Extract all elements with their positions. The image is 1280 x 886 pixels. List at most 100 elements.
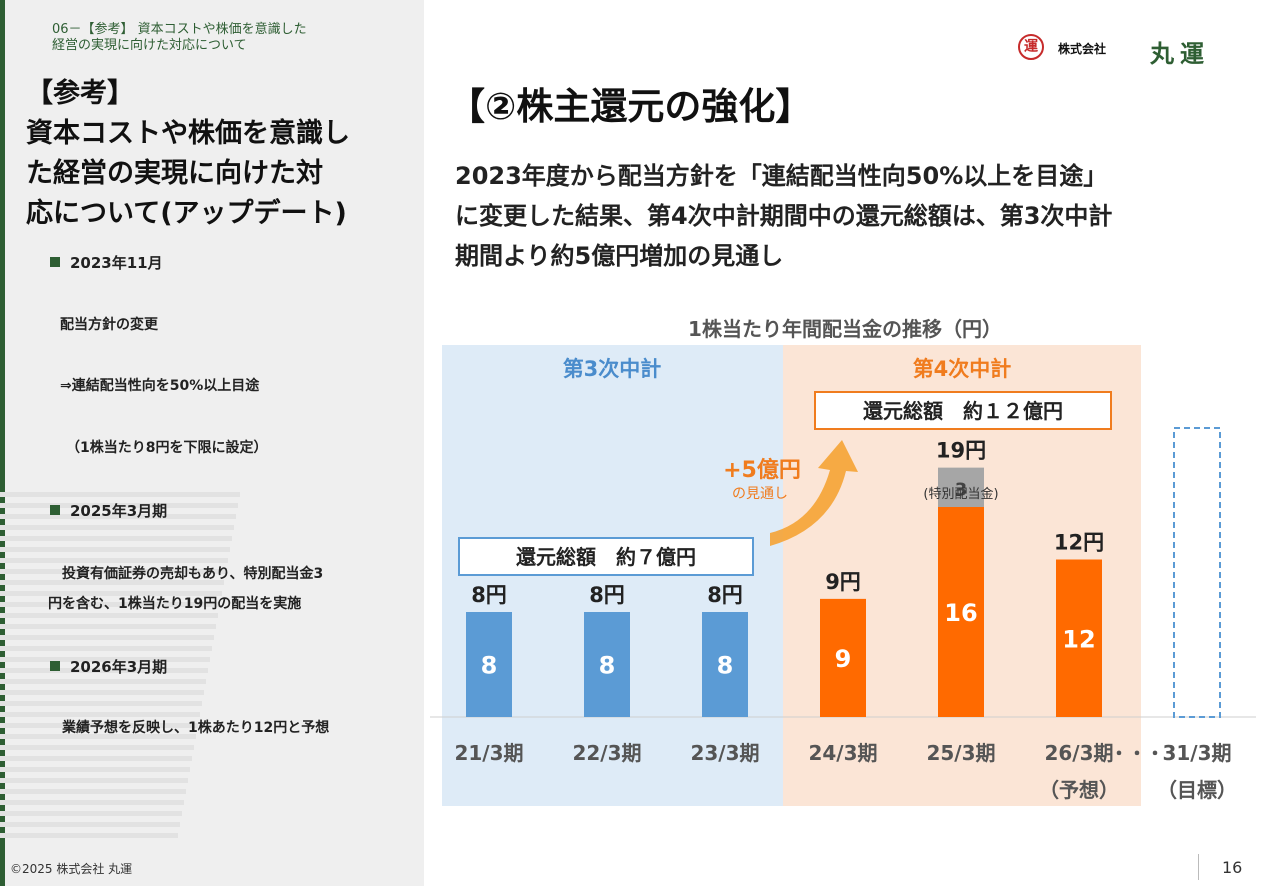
bar-total-label: 19円: [936, 439, 986, 463]
decorative-stripe: [0, 492, 240, 497]
annotation-subtext: の見通し: [732, 486, 788, 502]
x-axis-ellipsis: ・・・: [1110, 744, 1164, 765]
decorative-stripe: [0, 613, 218, 618]
decorative-stripe: [0, 602, 220, 607]
bar-total-label: 9円: [825, 570, 861, 594]
group-label: 第3次中計: [563, 357, 662, 381]
left-title-line: 応について(アップデート): [26, 198, 347, 229]
bar-total-label: 8円: [589, 583, 625, 607]
section-heading-text: 2023年11月: [70, 254, 163, 272]
left-title-line: 資本コストや株価を意識し: [26, 118, 350, 149]
page-title: 【②株主還元の強化】: [448, 85, 813, 128]
summary-text: 還元総額 約１２億円: [863, 399, 1063, 423]
decorative-stripe: [0, 712, 200, 717]
decorative-stripe: [0, 547, 230, 552]
bar-value-label: 8: [481, 652, 498, 680]
subtitle-line: 期間より約5億円増加の見通し: [455, 242, 784, 270]
bar-total-label: 8円: [707, 583, 743, 607]
x-tick-label: 24/3期: [808, 741, 877, 765]
x-tick-label: 25/3期: [926, 741, 995, 765]
subtitle-line: 2023年度から配当方針を「連結配当性向50%以上を目途」: [455, 162, 1108, 190]
decorative-stripe: [0, 668, 208, 673]
bar-value-label: 9: [835, 645, 852, 673]
decorative-stripe: [0, 569, 226, 574]
copyright: ©2025 株式会社 丸運: [10, 862, 133, 876]
decorative-stripe: [0, 690, 204, 695]
bar: [702, 612, 748, 717]
summary-text: 還元総額 約７億円: [516, 545, 696, 569]
decorative-stripe: [0, 778, 188, 783]
section-heading: 2026年3月期: [50, 656, 167, 677]
logo-prefix: 株式会社: [1058, 42, 1107, 56]
chart-title: 1株当たり年間配当金の推移（円）: [688, 317, 1002, 341]
decorative-stripe: [0, 657, 210, 662]
bar: [1056, 559, 1102, 717]
decorative-stripe: [0, 800, 184, 805]
target-placeholder-bar: [1173, 427, 1221, 718]
breadcrumb-line: 06－【参考】 資本コストや株価を意識した: [52, 22, 307, 37]
decorative-stripe: [0, 580, 224, 585]
annotation-text: +5億円: [723, 457, 801, 483]
decorative-stripe: [0, 701, 202, 706]
group-label: 第4次中計: [913, 357, 1012, 381]
x-tick-label: 22/3期: [572, 741, 641, 765]
summary-box-3rd-plan: [458, 537, 754, 576]
x-tick-label: 31/3期: [1162, 741, 1231, 765]
decorative-stripe: [0, 767, 190, 772]
x-tick-label: 23/3期: [690, 741, 759, 765]
decorative-stripe: [0, 558, 228, 563]
decorative-stripe: [0, 756, 192, 761]
bar-total-label: 12円: [1054, 531, 1104, 555]
x-tick-label: 21/3期: [454, 741, 523, 765]
decorative-stripe: [0, 811, 182, 816]
x-tick-sublabel: （目標）: [1157, 778, 1237, 802]
page-divider: [1198, 854, 1199, 880]
decorative-stripe: [0, 624, 216, 629]
section-line: 投資有価証券の売却もあり、特別配当金3: [62, 566, 324, 582]
breadcrumb: 06－【参考】 資本コストや株価を意識した 経営の実現に向けた対応について: [52, 22, 382, 54]
section-heading: 2025年3月期: [50, 500, 167, 521]
logo-name: 丸運: [1150, 40, 1210, 68]
decorative-stripe: [0, 789, 186, 794]
left-title-line: た経営の実現に向けた対: [26, 158, 323, 189]
bar: [820, 598, 866, 717]
breadcrumb-line: 経営の実現に向けた対応について: [52, 38, 247, 53]
bar-value-label: 8: [599, 652, 616, 680]
bar: [938, 507, 984, 717]
decorative-stripe: [0, 591, 222, 596]
decorative-stripe: [0, 525, 234, 530]
bullet-square-icon: [50, 505, 60, 515]
company-logo: 運 株式会社 丸運: [1018, 34, 1238, 68]
bar-value-label: 16: [944, 599, 977, 627]
section-line: 円を含む、1株当たり19円の配当を実施: [48, 596, 302, 612]
section-heading: 2023年11月: [50, 252, 163, 273]
bar: [466, 612, 512, 717]
bar-total-label: 8円: [471, 583, 507, 607]
bar-special-value-label: 3: [955, 479, 968, 500]
decorative-stripe: [0, 745, 194, 750]
special-dividend-label: (特別配当金): [923, 486, 998, 502]
x-tick-sublabel: （予想）: [1039, 778, 1119, 802]
summary-box-4th-plan: [814, 391, 1112, 430]
page-number: 16: [1222, 858, 1243, 877]
increase-arrow-icon: [770, 440, 858, 546]
left-title-line: 【参考】: [26, 78, 134, 109]
decorative-stripe: [0, 679, 206, 684]
x-tick-label: 26/3期: [1044, 741, 1113, 765]
section-line: 業績予想を反映し、1株あたり12円と予想: [62, 720, 330, 736]
logo-mark-icon: 運: [1018, 34, 1044, 60]
decorative-stripe: [0, 734, 196, 739]
decorative-stripe: [0, 723, 198, 728]
decorative-stripe: [0, 536, 232, 541]
bullet-square-icon: [50, 257, 60, 267]
page-subtitle: 2023年度から配当方針を「連結配当性向50%以上を目途」 に変更した結果、第4…: [455, 156, 1255, 276]
decorative-stripe: [0, 646, 212, 651]
section-line: 配当方針の変更: [60, 317, 158, 333]
decorative-stripe: [0, 822, 180, 827]
section-line: ⇒連結配当性向を50%以上目途: [60, 378, 260, 394]
decorative-stripe: [0, 833, 178, 838]
bullet-square-icon: [50, 661, 60, 671]
bar-value-label: 12: [1062, 625, 1095, 653]
decorative-stripe: [0, 514, 236, 519]
